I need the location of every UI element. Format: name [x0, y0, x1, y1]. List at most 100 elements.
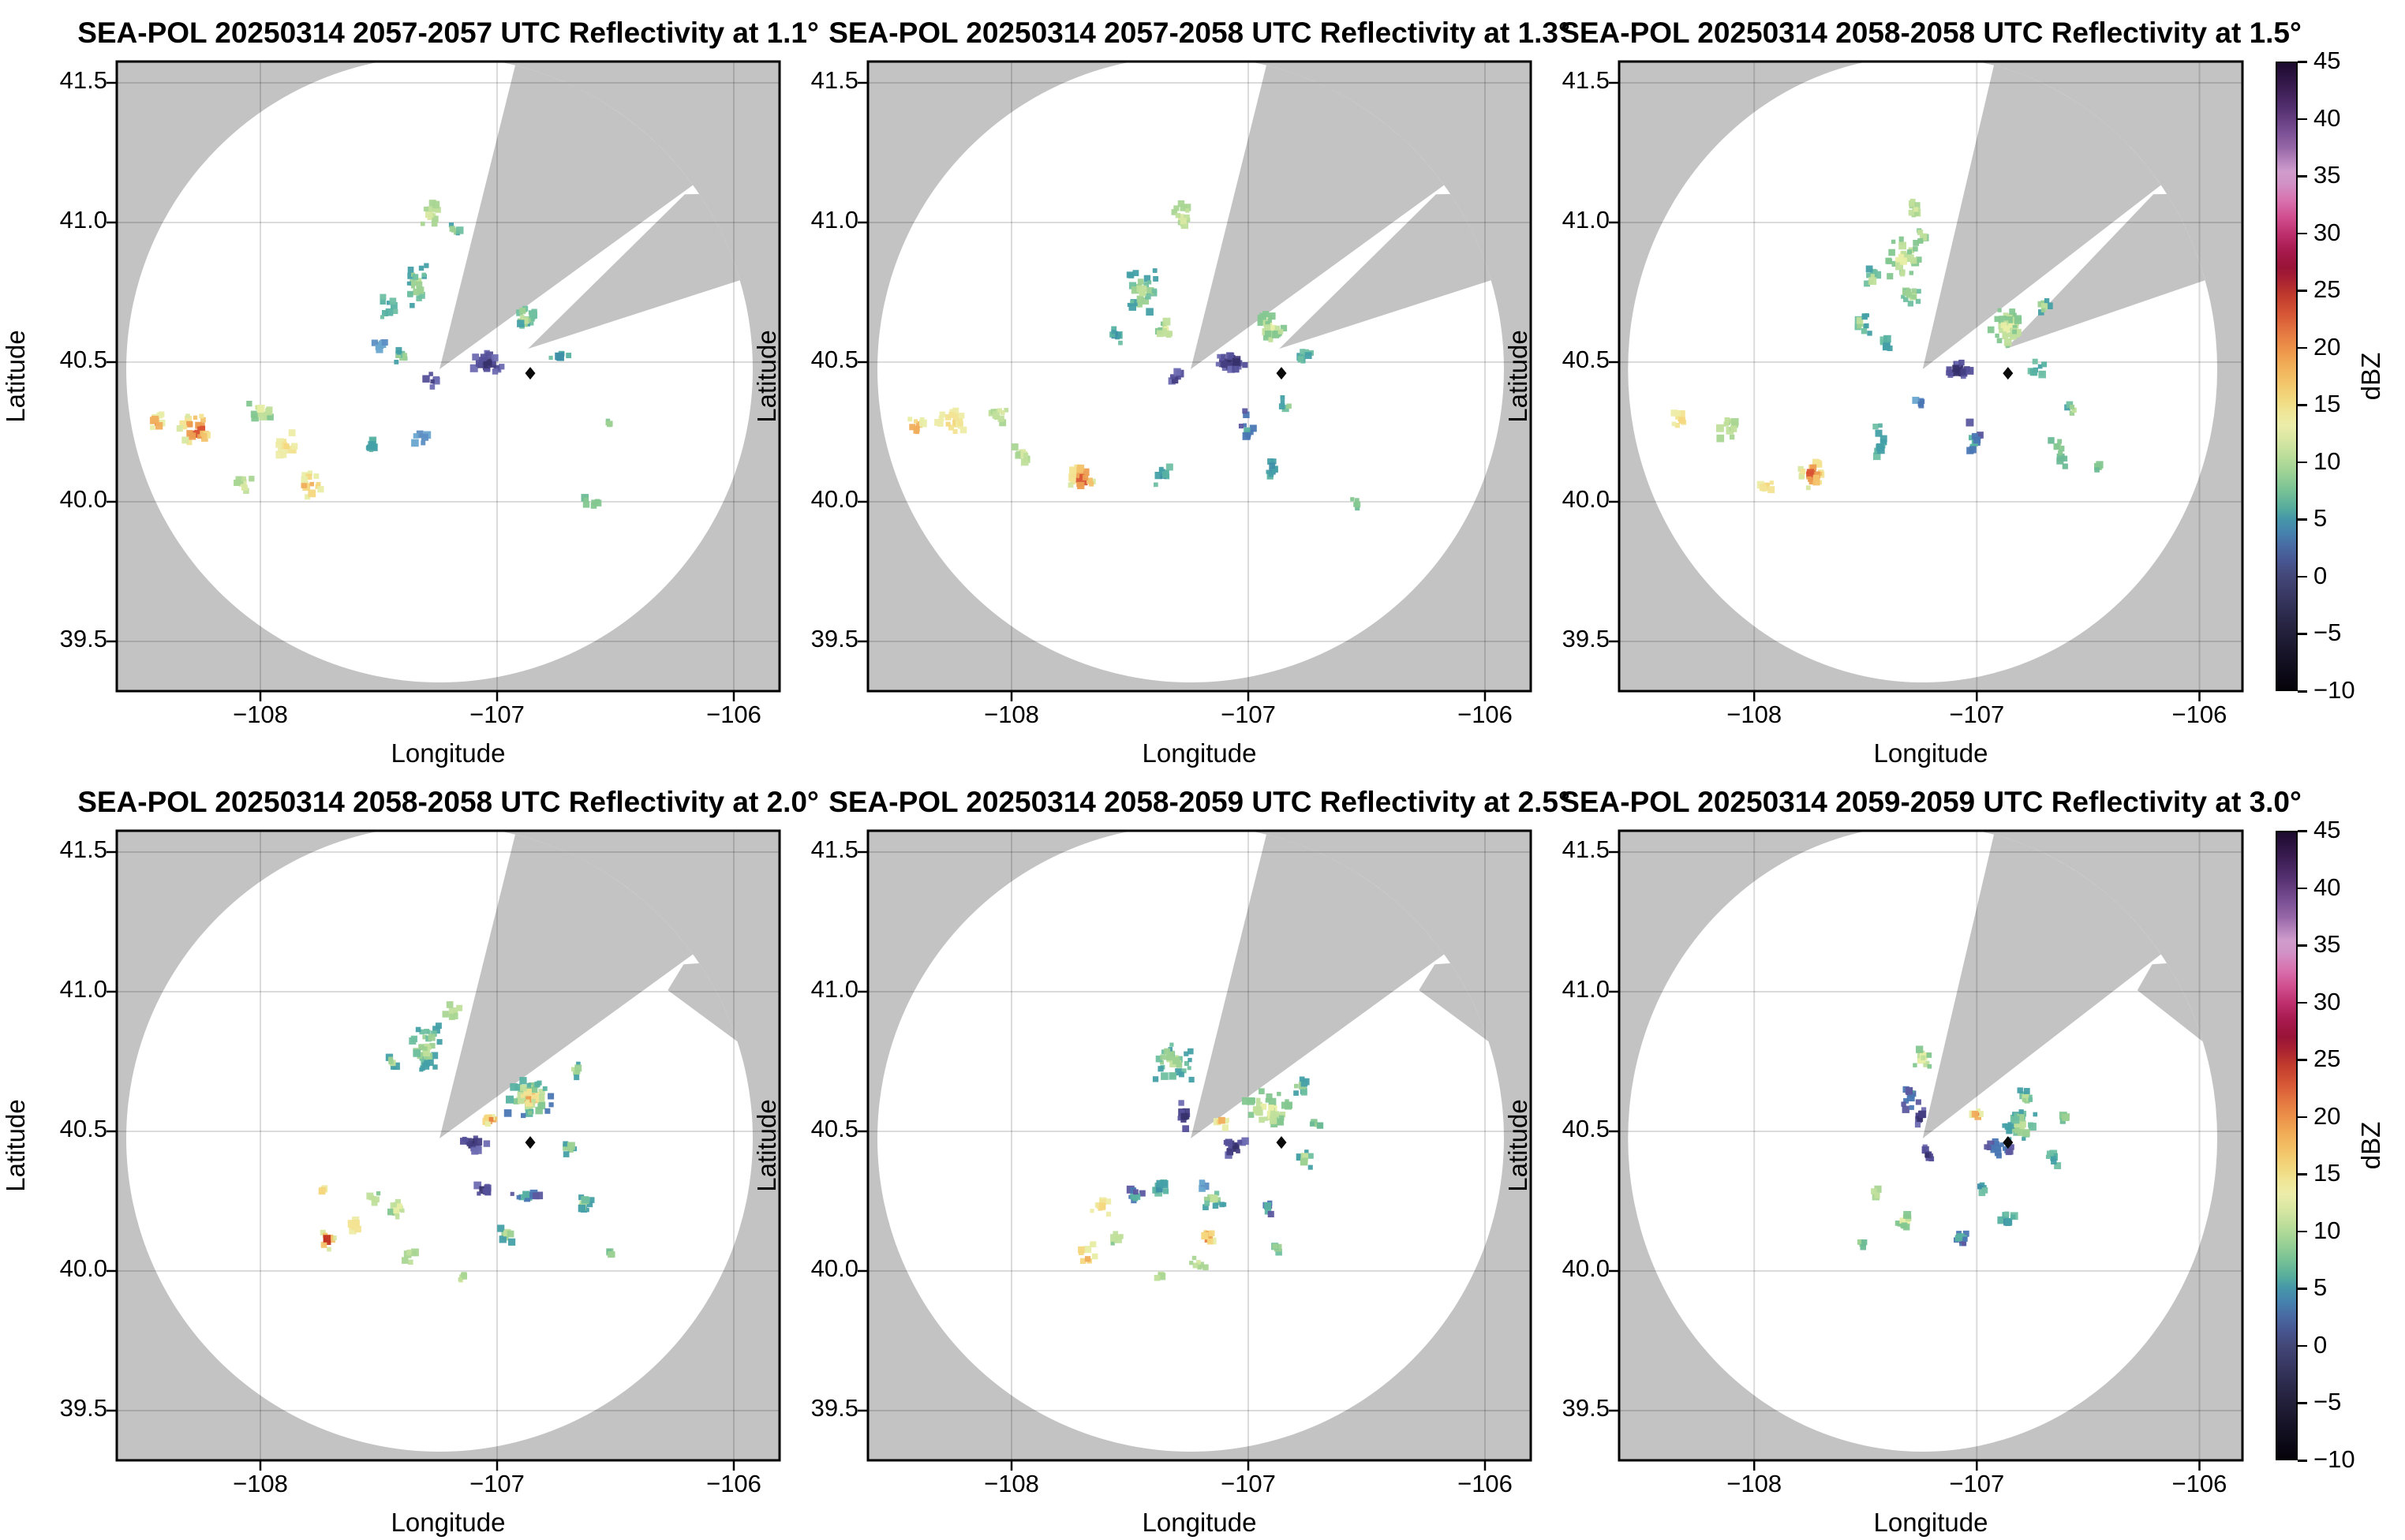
axes-frame — [1618, 829, 2244, 1462]
colorbar-tick-mark — [2298, 690, 2307, 693]
y-tick-label: 41.5 — [59, 835, 107, 863]
radar-site-marker — [1276, 1136, 1287, 1149]
blocked-sector-outer — [1279, 194, 1491, 349]
y-tick-label: 39.5 — [1562, 625, 1610, 652]
panel-title: SEA-POL 20250314 2058-2058 UTC Reflectiv… — [1560, 17, 2302, 49]
x-tick-label: −106 — [1457, 701, 1513, 728]
radar-site-marker — [2003, 1136, 2014, 1149]
colorbar-tick-label: 10 — [2313, 1216, 2341, 1244]
map-area — [117, 831, 780, 1460]
blocked-sector-outer — [668, 963, 738, 1042]
reflectivity-echoes — [907, 200, 1361, 511]
y-tick-label: 40.5 — [1562, 346, 1610, 373]
colorbar-tick-label: 45 — [2313, 47, 2341, 74]
y-tick-label: 41.5 — [1562, 835, 1610, 863]
y-axis-label: Latitude — [1503, 330, 1532, 423]
x-tick-label: −107 — [469, 701, 525, 728]
x-tick-label: −107 — [1949, 701, 2005, 728]
radar-ppi-plot — [107, 829, 781, 1471]
colorbar-axis-label: dBZ — [2356, 1121, 2385, 1170]
colorbar-tick-label: 5 — [2313, 1273, 2328, 1302]
panel-title: SEA-POL 20250314 2058-2059 UTC Reflectiv… — [828, 786, 1570, 818]
y-tick-label: 40.5 — [810, 346, 858, 373]
y-tick-label: 40.0 — [1562, 485, 1610, 513]
colorbar-tick-mark — [2298, 944, 2307, 947]
y-axis-label: Latitude — [1503, 1099, 1532, 1192]
x-tick-label: −108 — [233, 701, 288, 728]
colorbar-axis-label: dBZ — [2356, 352, 2385, 401]
colorbar-tick-mark — [2298, 118, 2307, 121]
axes-frame — [866, 829, 1532, 1462]
colorbar-tick-mark — [2298, 1460, 2307, 1462]
y-tick-label: 39.5 — [59, 625, 107, 652]
blocked-sector-outer — [2137, 963, 2203, 1042]
x-axis-label: Longitude — [1873, 738, 1988, 768]
axes-frame — [115, 60, 781, 693]
colorbar-tick-label: 25 — [2313, 275, 2341, 304]
y-axis-label: Latitude — [1, 1099, 30, 1192]
colorbar — [2276, 831, 2298, 1460]
y-tick-label: 39.5 — [1562, 1394, 1610, 1422]
y-tick-label: 41.0 — [1562, 975, 1610, 1003]
axes-frame — [866, 60, 1532, 693]
y-tick-label: 40.0 — [59, 485, 107, 513]
colorbar-tick-mark — [2298, 1001, 2307, 1004]
x-tick-label: −106 — [2171, 1470, 2227, 1497]
colorbar-tick-label: 0 — [2313, 561, 2328, 589]
x-tick-label: −108 — [233, 1470, 288, 1497]
x-tick-label: −106 — [706, 1470, 761, 1497]
blocked-sector-wedge — [1191, 65, 1445, 370]
colorbar-tick-mark — [2298, 61, 2307, 63]
colorbar-tick-mark — [2298, 1402, 2307, 1404]
blocked-sector-wedge — [439, 834, 694, 1138]
blocked-sector-wedge — [1922, 65, 2161, 370]
y-tick-label: 41.5 — [1562, 66, 1610, 94]
colorbar-tick-mark — [2298, 1230, 2307, 1233]
colorbar-tick-label: 25 — [2313, 1045, 2341, 1073]
x-tick-label: −108 — [984, 1470, 1039, 1497]
colorbar-tick-mark — [2298, 1173, 2307, 1176]
radar-site-marker — [525, 1136, 536, 1149]
x-tick-label: −108 — [984, 701, 1039, 728]
colorbar-tick-mark — [2298, 404, 2307, 406]
colorbar-tick-label: 45 — [2313, 816, 2341, 843]
radar-site-marker — [1276, 367, 1287, 380]
map-area — [1619, 831, 2242, 1460]
map-area — [117, 62, 780, 691]
x-axis-label: Longitude — [391, 738, 506, 768]
colorbar-tick-mark — [2298, 232, 2307, 235]
colorbar-tick-label: 15 — [2313, 390, 2341, 418]
colorbar-tick-label: 20 — [2313, 1101, 2341, 1130]
y-tick-label: 39.5 — [810, 625, 858, 652]
colorbar-tick-mark — [2298, 887, 2307, 890]
radar-site-marker — [525, 367, 536, 380]
x-axis-label: Longitude — [391, 1508, 506, 1537]
map-area — [1619, 62, 2242, 691]
blocked-sector-wedge — [439, 65, 694, 370]
y-tick-label: 41.5 — [59, 66, 107, 94]
colorbar-tick-label: 30 — [2313, 987, 2341, 1015]
panel-title: SEA-POL 20250314 2058-2058 UTC Reflectiv… — [77, 786, 819, 818]
colorbar-tick-mark — [2298, 1288, 2307, 1290]
y-tick-label: 41.5 — [810, 66, 858, 94]
colorbar-tick-mark — [2298, 175, 2307, 178]
colorbar-tick-label: −5 — [2313, 1388, 2342, 1416]
y-tick-label: 41.0 — [59, 975, 107, 1003]
y-axis-label: Latitude — [1, 330, 30, 423]
x-tick-label: −107 — [1221, 701, 1276, 728]
y-tick-label: 40.5 — [810, 1115, 858, 1142]
y-tick-label: 40.5 — [1562, 1115, 1610, 1142]
blocked-sector-wedge — [1191, 834, 1445, 1138]
colorbar-tick-label: 35 — [2313, 161, 2341, 189]
colorbar-tick-mark — [2298, 575, 2307, 578]
colorbar-tick-label: −10 — [2313, 1445, 2355, 1473]
radar-ppi-plot — [858, 829, 1532, 1471]
axes-frame — [115, 829, 781, 1462]
colorbar-tick-mark — [2298, 1059, 2307, 1061]
y-tick-label: 41.0 — [810, 206, 858, 234]
y-axis-label: Latitude — [752, 1099, 781, 1192]
colorbar-tick-label: 40 — [2313, 873, 2341, 901]
x-tick-label: −108 — [1726, 701, 1782, 728]
radar-ppi-plot — [107, 60, 781, 701]
